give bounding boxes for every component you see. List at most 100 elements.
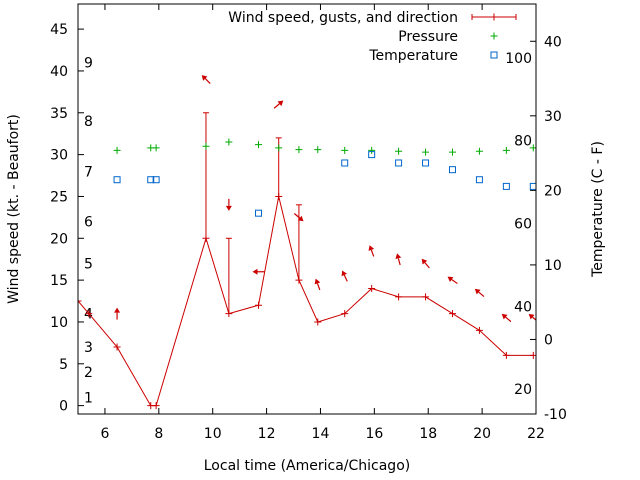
beaufort-label: 1 [84,390,93,406]
temperature-point [113,176,121,184]
fahrenheit-label: 100 [505,51,532,67]
wind-direction-arrowhead [252,268,258,275]
temperature-point [152,176,160,184]
y-left-tick-label: 20 [50,231,68,247]
y-right-tick-label: 10 [544,258,562,274]
wind-direction-arrow [451,279,458,285]
legend-label-temperature: Temperature [368,48,458,64]
wind-speed-point [314,318,322,326]
pressure-point [113,146,121,154]
fahrenheit-label: 20 [514,382,532,398]
temperature-point [341,159,349,167]
wind-direction-arrowhead [201,75,208,81]
legend-swatch-wind-ticks [471,13,517,21]
wind-direction-arrowhead [277,100,284,107]
pressure-point [475,147,483,155]
pressure-point [314,146,322,154]
x-tick-label: 10 [204,426,222,442]
beaufort-label: 2 [84,365,93,381]
pressure-point [502,146,510,154]
fahrenheit-label: 80 [514,134,532,150]
temperature-point [448,166,456,174]
wind-direction-arrow [273,103,280,109]
legend-label-wind: Wind speed, gusts, and direction [228,10,458,26]
y-right-tick-label: 20 [544,183,562,199]
plot-frame [77,3,537,415]
fahrenheit-label: 60 [514,216,532,232]
wind-direction-arrowhead [474,288,481,295]
x-axis-label: Local time (America/Chicago) [204,458,410,474]
temperature-point [368,151,376,159]
wind-speed-point [368,284,376,292]
x-tick-label: 16 [365,426,383,442]
pressure-point [422,148,430,156]
temperature-point [395,159,403,167]
wind-direction-arrowhead [447,276,454,283]
wind-speed-point [422,293,430,301]
wind-direction-arrow [204,78,211,84]
temperature-point [422,159,430,167]
legend-label-pressure: Pressure [398,29,458,45]
temperature-point [255,209,263,217]
wind-speed-point [448,310,456,318]
x-tick-label: 22 [527,426,545,442]
wind-direction-arrowhead [421,258,428,265]
wind-direction-arrow [505,316,512,323]
pressure-point [395,147,403,155]
y-left-tick-label: 40 [50,64,68,80]
wind-speed-point [78,297,82,305]
wind-direction-arrowhead [341,270,348,277]
temperature-point [529,182,536,190]
legend-swatch-temperature [490,51,498,59]
y-axis-label-right: Temperature (C - F) [590,141,606,278]
y-left-tick-label: 45 [50,22,68,38]
plot-area [78,75,536,410]
pressure-point [275,144,283,152]
y-left-tick-label: 5 [59,357,68,373]
pressure-point [255,141,263,149]
beaufort-label: 9 [84,56,93,72]
wind-direction-arrowhead [297,215,304,222]
x-tick-label: 6 [100,426,109,442]
y-right-tick-label: 0 [544,332,553,348]
wind-direction-arrowhead [368,245,375,251]
temperature-point [502,182,510,190]
wind-speed-point [341,310,349,318]
wind-direction-arrow [293,213,301,219]
x-tick-label: 8 [154,426,163,442]
wind-direction-arrowhead [314,278,321,285]
wind-direction-arrowhead [225,205,232,211]
beaufort-label: 7 [84,164,93,180]
wind-speed-point [113,343,121,351]
y-right-tick-label: 40 [544,34,562,50]
beaufort-label: 6 [84,215,93,231]
pressure-point [295,146,303,154]
pressure-point [341,146,349,154]
wind-direction-arrow [343,274,348,282]
axes-layer: 6 8 10 12 14 16 18 20 22051015202530354045-10010… [50,4,567,442]
wind-direction-arrow [397,258,401,266]
x-tick-label: 14 [312,426,330,442]
wind-direction-arrow [370,249,375,257]
y-left-tick-label: 30 [50,148,68,164]
x-tick-label: 18 [419,426,437,442]
wind-direction-arrowhead [528,313,535,320]
y-left-tick-label: 25 [50,189,68,205]
wind-direction-arrowhead [114,307,121,313]
y-right-tick-label: 30 [544,109,562,125]
wind-direction-arrow [478,291,485,297]
pressure-point [448,148,456,156]
fahrenheit-label: 40 [514,299,532,315]
temperature-point [475,176,483,184]
wind-direction-arrowhead [395,253,402,260]
y-right-tick-label: -10 [544,407,567,423]
y-left-tick-label: 10 [50,315,68,331]
legend-swatch-pressure [490,32,498,40]
y-left-tick-label: 15 [50,273,68,289]
wind-speed-point [85,310,93,318]
pressure-point [202,142,210,150]
wind-direction-arrowhead [501,313,508,320]
y-axis-label-left: Wind speed (kt. - Beaufort) [6,114,22,304]
beaufort-label: 5 [84,256,93,272]
